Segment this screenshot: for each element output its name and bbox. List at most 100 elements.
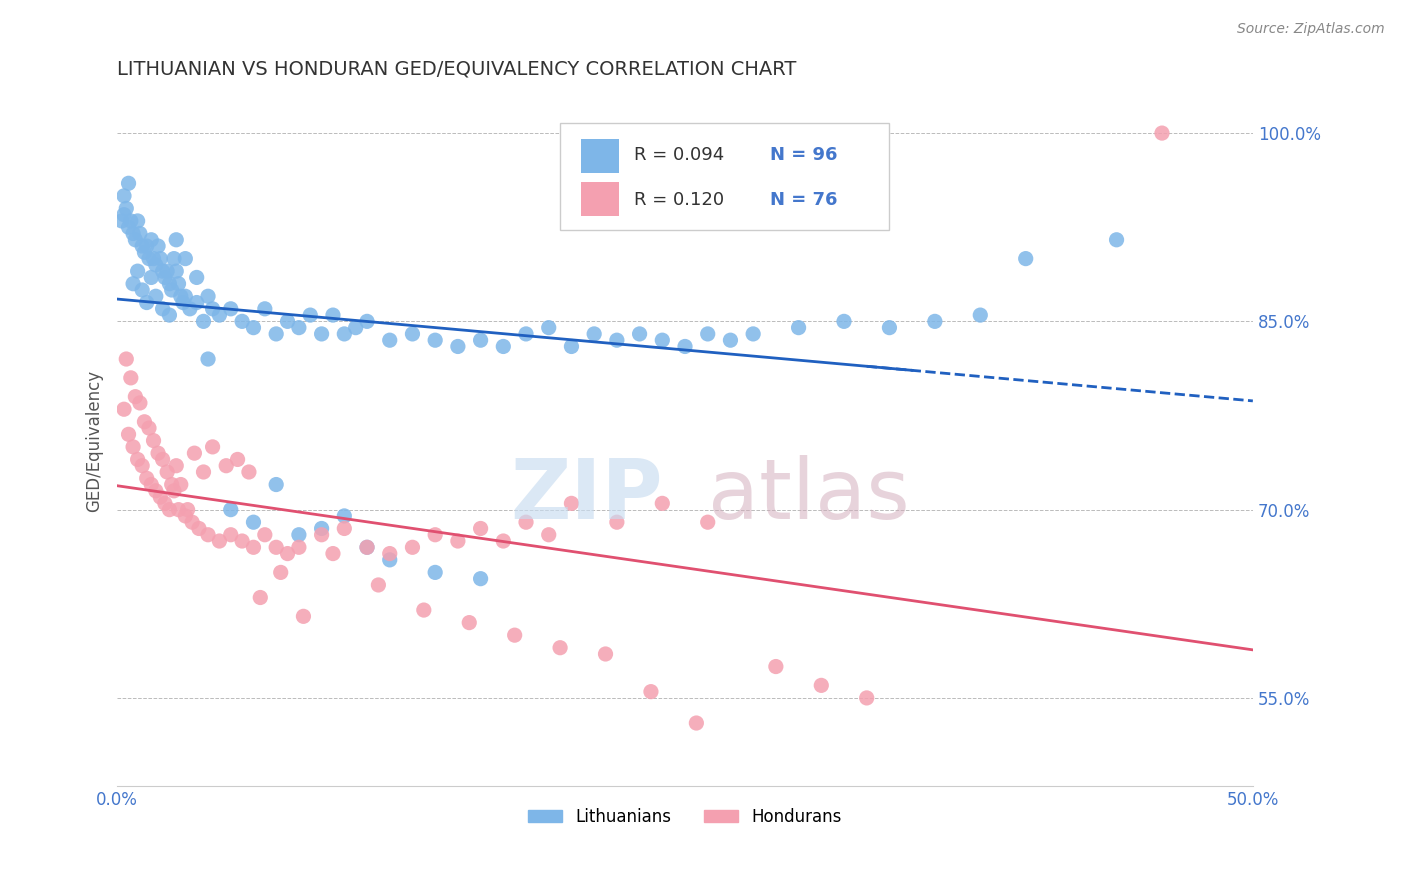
Point [595, 647, 617, 661]
Point [640, 684, 662, 698]
Point [548, 640, 571, 655]
Point [367, 578, 389, 592]
Point [333, 508, 356, 523]
Point [560, 496, 582, 510]
Point [583, 326, 606, 341]
Text: N = 96: N = 96 [770, 146, 838, 164]
Point [156, 264, 179, 278]
Point [288, 320, 311, 334]
Point [288, 527, 311, 541]
Point [242, 515, 264, 529]
Point [311, 527, 333, 541]
Point [879, 320, 901, 334]
Point [628, 326, 651, 341]
Point [969, 308, 991, 322]
Point [129, 396, 152, 410]
Point [696, 326, 718, 341]
Point [176, 502, 198, 516]
Point [163, 252, 186, 266]
Point [174, 252, 197, 266]
Point [288, 541, 311, 555]
Point [208, 308, 231, 322]
Point [201, 301, 224, 316]
Point [356, 541, 378, 555]
Point [186, 270, 208, 285]
Point [153, 496, 176, 510]
Point [112, 208, 135, 222]
Point [127, 214, 149, 228]
Point [333, 521, 356, 535]
Point [165, 233, 187, 247]
Point [447, 339, 470, 353]
Point [122, 440, 145, 454]
Point [124, 390, 146, 404]
FancyBboxPatch shape [560, 123, 890, 230]
Point [117, 176, 139, 190]
Point [832, 314, 855, 328]
Point [135, 471, 157, 485]
Point [197, 351, 219, 366]
Point [117, 427, 139, 442]
Point [537, 320, 560, 334]
Text: LITHUANIAN VS HONDURAN GED/EQUIVALENCY CORRELATION CHART: LITHUANIAN VS HONDURAN GED/EQUIVALENCY C… [117, 60, 797, 78]
Point [378, 547, 401, 561]
Point [651, 496, 673, 510]
Point [111, 214, 134, 228]
Point [651, 333, 673, 347]
Point [253, 527, 276, 541]
Text: N = 76: N = 76 [770, 191, 838, 209]
Point [134, 415, 156, 429]
Point [145, 483, 167, 498]
Point [322, 308, 344, 322]
Point [264, 477, 287, 491]
Point [219, 301, 242, 316]
Point [515, 326, 537, 341]
Point [153, 270, 176, 285]
Point [115, 351, 138, 366]
Point [141, 233, 163, 247]
Point [333, 326, 356, 341]
Point [264, 326, 287, 341]
Point [112, 402, 135, 417]
Point [174, 508, 197, 523]
Point [160, 477, 183, 491]
Point [188, 521, 211, 535]
Text: atlas: atlas [707, 455, 910, 536]
Y-axis label: GED/Equivalency: GED/Equivalency [86, 369, 103, 512]
Point [606, 333, 628, 347]
Point [197, 289, 219, 303]
Point [165, 458, 187, 473]
Point [277, 314, 299, 328]
Point [115, 202, 138, 216]
Point [470, 572, 492, 586]
Point [253, 301, 276, 316]
Point [138, 421, 160, 435]
Point [160, 283, 183, 297]
Point [193, 465, 215, 479]
Point [810, 678, 832, 692]
Point [135, 295, 157, 310]
Point [537, 527, 560, 541]
Point [924, 314, 946, 328]
Point [231, 534, 253, 549]
Point [787, 320, 810, 334]
Point [696, 515, 718, 529]
Point [242, 541, 264, 555]
Point [149, 490, 172, 504]
Point [117, 220, 139, 235]
Point [172, 295, 194, 310]
Point [127, 452, 149, 467]
Point [299, 308, 322, 322]
Point [120, 214, 142, 228]
Point [447, 534, 470, 549]
Point [1015, 252, 1038, 266]
Point [165, 264, 187, 278]
Point [855, 690, 877, 705]
Point [378, 553, 401, 567]
Point [131, 458, 153, 473]
Point [311, 326, 333, 341]
Text: R = 0.120: R = 0.120 [634, 191, 724, 209]
Point [242, 320, 264, 334]
Point [425, 527, 447, 541]
Point [401, 326, 423, 341]
